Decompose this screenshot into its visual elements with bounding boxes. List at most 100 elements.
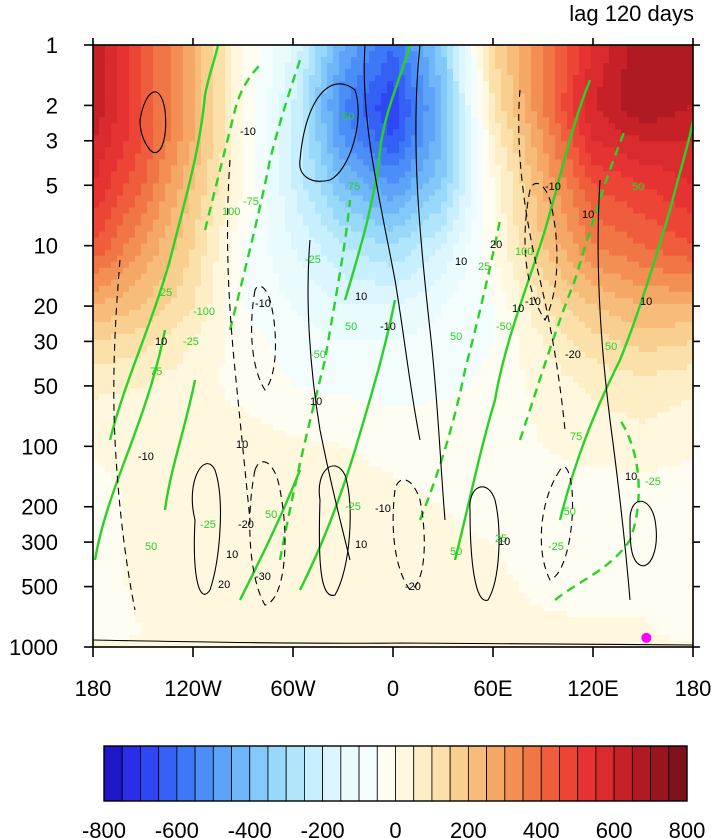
- heatmap-cell: [345, 261, 352, 269]
- heatmap-cell: [411, 159, 418, 166]
- heatmap-cell: [351, 297, 358, 305]
- heatmap-cell: [291, 159, 298, 166]
- heatmap-cell: [375, 99, 382, 106]
- heatmap-cell: [615, 153, 622, 160]
- heatmap-cell: [105, 99, 112, 106]
- heatmap-cell: [489, 63, 496, 70]
- heatmap-cell: [369, 81, 376, 88]
- heatmap-cell: [117, 201, 124, 209]
- heatmap-cell: [609, 81, 616, 88]
- heatmap-cell: [237, 159, 244, 166]
- heatmap-cell: [501, 165, 508, 173]
- heatmap-cell: [663, 327, 670, 335]
- heatmap-cell: [111, 219, 118, 227]
- heatmap-cell: [327, 255, 334, 263]
- heatmap-cell: [105, 51, 112, 58]
- heatmap-cell: [327, 123, 334, 130]
- heatmap-cell: [333, 159, 340, 166]
- heatmap-cell: [171, 279, 178, 287]
- heatmap-cell: [321, 237, 328, 245]
- heatmap-cell: [549, 333, 556, 341]
- heatmap-cell: [633, 165, 640, 173]
- heatmap-cell: [567, 147, 574, 154]
- heatmap-cell: [675, 105, 682, 112]
- heatmap-cell: [195, 303, 202, 311]
- heatmap-cell: [627, 123, 634, 130]
- heatmap-cell: [255, 261, 262, 269]
- heatmap-cell: [273, 291, 280, 299]
- heatmap-cell: [225, 321, 232, 329]
- heatmap-cell: [207, 249, 214, 257]
- heatmap-cell: [105, 87, 112, 94]
- heatmap-cell: [153, 93, 160, 100]
- heatmap-cell: [447, 93, 454, 100]
- heatmap-cell: [327, 309, 334, 317]
- heatmap-cell: [279, 111, 286, 118]
- heatmap-cell: [207, 267, 214, 275]
- heatmap-cell: [447, 333, 454, 341]
- heatmap-cell: [201, 297, 208, 305]
- heatmap-cell: [195, 153, 202, 160]
- heatmap-cell: [105, 159, 112, 166]
- heatmap-cell: [93, 321, 100, 329]
- heatmap-cell: [297, 63, 304, 70]
- heatmap-cell: [381, 105, 388, 112]
- heatmap-cell: [645, 249, 652, 257]
- heatmap-cell: [681, 135, 688, 142]
- heatmap-cell: [477, 147, 484, 154]
- heatmap-cell: [231, 111, 238, 118]
- heatmap-cell: [99, 237, 106, 245]
- heatmap-cell: [381, 87, 388, 94]
- heatmap-cell: [243, 285, 250, 293]
- heatmap-cell: [579, 171, 586, 179]
- heatmap-cell: [159, 123, 166, 130]
- heatmap-cell: [465, 141, 472, 148]
- heatmap-cell: [507, 261, 514, 269]
- heatmap-cell: [489, 297, 496, 305]
- heatmap-cell: [285, 57, 292, 64]
- heatmap-cell: [459, 75, 466, 82]
- heatmap-cell: [99, 183, 106, 191]
- heatmap-cell: [291, 165, 298, 173]
- heatmap-cell: [555, 105, 562, 112]
- heatmap-cell: [207, 93, 214, 100]
- heatmap-cell: [459, 165, 466, 173]
- heatmap-cell: [579, 183, 586, 191]
- heatmap-cell: [351, 117, 358, 124]
- heatmap-cell: [441, 309, 448, 317]
- heatmap-cell: [213, 255, 220, 263]
- heatmap-cell: [627, 261, 634, 269]
- heatmap-cell: [309, 219, 316, 227]
- heatmap-cell: [141, 69, 148, 76]
- heatmap-cell: [183, 105, 190, 112]
- heatmap-cell: [123, 159, 130, 166]
- heatmap-cell: [117, 171, 124, 179]
- heatmap-cell: [453, 195, 460, 203]
- heatmap-cell: [651, 297, 658, 305]
- heatmap-cell: [501, 195, 508, 203]
- heatmap-cell: [141, 195, 148, 203]
- heatmap-cell: [435, 339, 442, 347]
- heatmap-cell: [447, 99, 454, 106]
- heatmap-cell: [393, 201, 400, 209]
- heatmap-cell: [621, 57, 628, 64]
- heatmap-cell: [477, 321, 484, 329]
- heatmap-cell: [345, 117, 352, 124]
- heatmap-cell: [423, 81, 430, 88]
- heatmap-cell: [585, 219, 592, 227]
- heatmap-cell: [495, 255, 502, 263]
- heatmap-cell: [453, 57, 460, 64]
- heatmap-cell: [273, 231, 280, 239]
- heatmap-cell: [597, 267, 604, 275]
- heatmap-cell: [327, 117, 334, 124]
- heatmap-cell: [669, 309, 676, 317]
- heatmap-cell: [453, 159, 460, 166]
- heatmap-cell: [123, 219, 130, 227]
- heatmap-cell: [447, 207, 454, 215]
- heatmap-cell: [285, 123, 292, 130]
- heatmap-cell: [321, 273, 328, 281]
- heatmap-cell: [129, 105, 136, 112]
- heatmap-cell: [213, 105, 220, 112]
- heatmap-cell: [123, 111, 130, 118]
- heatmap-cell: [483, 189, 490, 197]
